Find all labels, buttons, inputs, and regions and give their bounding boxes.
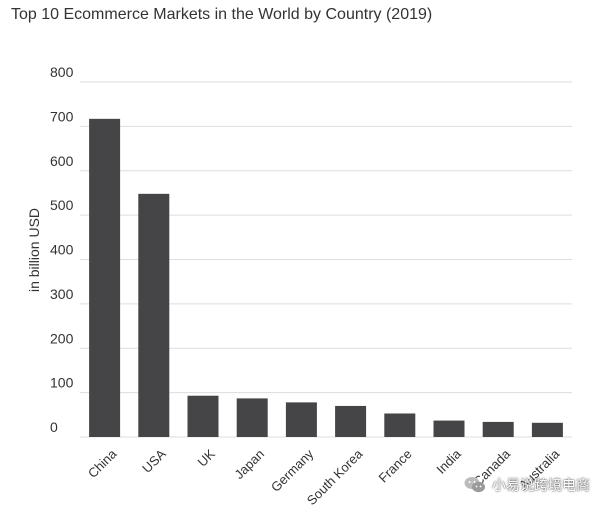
bar-uk <box>187 395 219 437</box>
y-tick-label: 100 <box>50 375 74 391</box>
y-tick-label: 800 <box>50 64 74 80</box>
y-tick-label: 500 <box>50 197 74 213</box>
bar-germany <box>285 402 317 437</box>
watermark-text: 小易说跨境电商 <box>492 477 590 493</box>
x-tick-label: Japan <box>231 446 267 482</box>
y-tick-label: 0 <box>50 419 58 435</box>
bar-usa <box>138 193 170 437</box>
x-tick-label: China <box>85 446 120 481</box>
bar-france <box>384 413 416 437</box>
bar-australia <box>531 422 563 437</box>
watermark: 小易说跨境电商 <box>464 475 590 495</box>
y-tick-label: 400 <box>50 242 74 258</box>
y-axis-ticks: 0 100 200 300 400 500 600 700 800 <box>50 64 74 435</box>
bar-china <box>89 118 121 438</box>
gridlines <box>80 81 572 438</box>
x-tick-label: USA <box>139 446 169 476</box>
x-tick-label: India <box>433 446 464 477</box>
y-tick-label: 200 <box>50 330 74 346</box>
bar-japan <box>236 398 268 437</box>
wechat-icon <box>464 477 485 493</box>
chart-title: Top 10 Ecommerce Markets in the World by… <box>11 6 433 23</box>
y-axis-label: in billion USD <box>26 208 42 292</box>
x-tick-label: France <box>375 446 414 485</box>
x-tick-label: Germany <box>268 446 317 495</box>
bar-india <box>433 420 465 437</box>
y-tick-label: 300 <box>50 286 74 302</box>
bars <box>89 118 563 438</box>
bar-south-korea <box>335 405 367 437</box>
bar-canada <box>482 421 514 437</box>
x-tick-label: UK <box>195 446 219 470</box>
y-tick-label: 600 <box>50 153 74 169</box>
y-tick-label: 700 <box>50 108 74 124</box>
